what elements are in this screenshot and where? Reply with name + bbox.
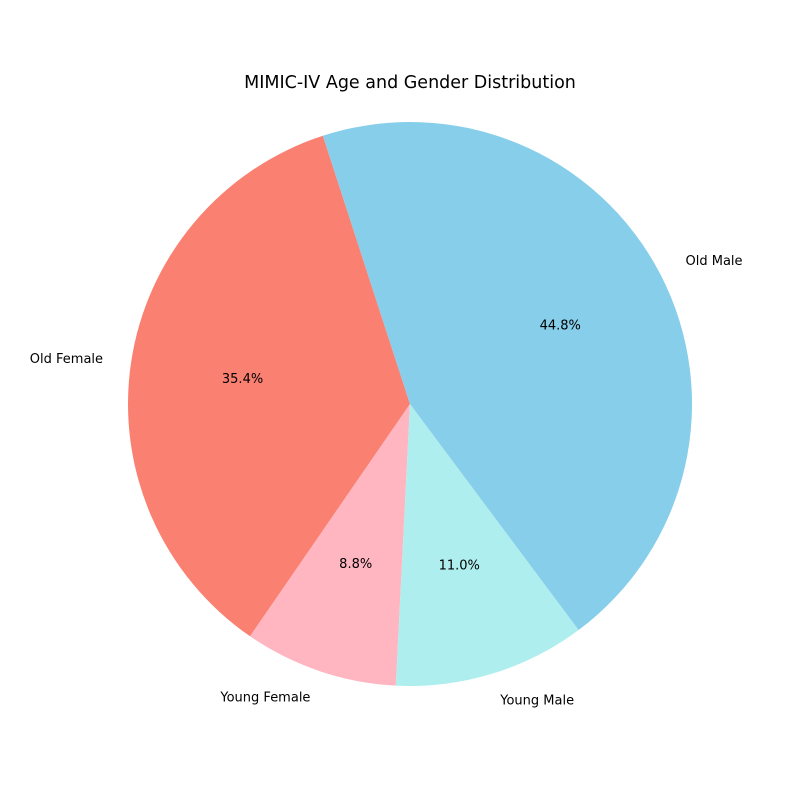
slice-label-old-female: Old Female (30, 352, 103, 367)
slice-pct-young-male: 11.0% (439, 558, 480, 573)
slice-label-young-male: Young Male (499, 693, 574, 708)
pie-slice-old-female (127, 135, 410, 637)
pie-slices (127, 121, 692, 686)
slice-pct-old-female: 35.4% (222, 372, 263, 387)
pie-slice-old-male (322, 121, 692, 631)
slice-label-old-male: Old Male (686, 254, 743, 269)
pie-labels: Old Female 35.4% Young Female 8.8% Young Mal… (30, 254, 743, 708)
chart-title: MIMIC-IV Age and Gender Distribution (244, 73, 576, 93)
slice-pct-young-female: 8.8% (339, 557, 372, 572)
pie-slice-young-female (250, 404, 410, 686)
slice-label-young-female: Young Female (219, 690, 310, 705)
pie-slice-young-male (395, 404, 579, 686)
slice-pct-old-male: 44.8% (540, 319, 581, 334)
